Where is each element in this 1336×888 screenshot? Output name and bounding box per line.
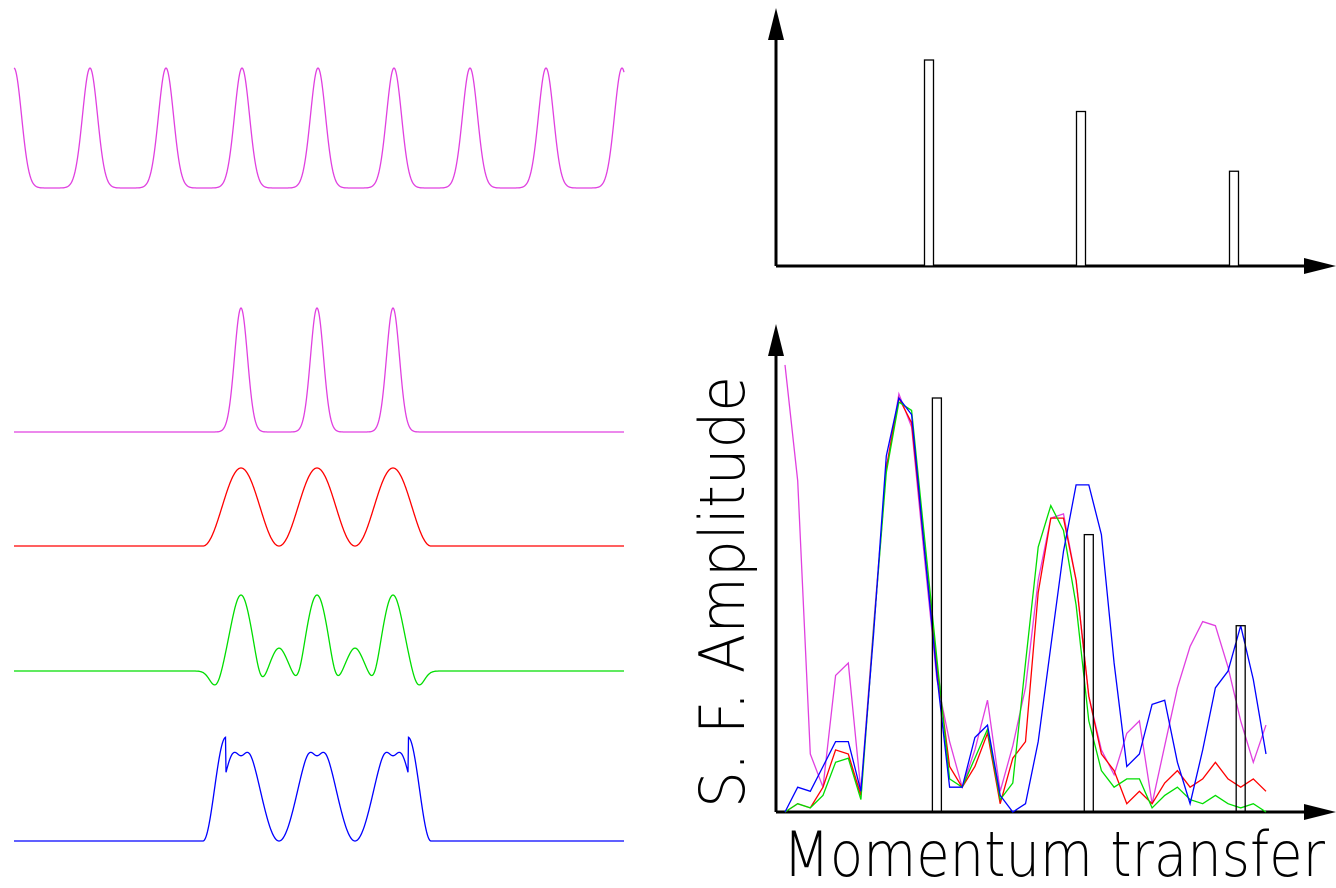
profile-three-broad-peaks [14,467,624,547]
profile-periodic-comb [13,67,625,189]
x-axis-title: Momentum transfer [783,818,1325,888]
top-bar-3 [1228,170,1240,267]
sf-bar-2 [1083,533,1094,813]
sf-bar-3 [1235,625,1246,813]
y-axis-title: S. F. Amplitude [686,376,759,808]
sf-bar-1 [931,397,943,813]
reflection-intensity-chart [768,8,1336,274]
profile-three-double-peaks [14,736,624,842]
top-y-axis-arrowhead [768,8,784,40]
profile-three-sharp-peaks [14,307,624,433]
density-profiles [13,67,625,842]
profile-three-peaks-with-side-lobes [14,594,624,686]
structure-factor-chart: Momentum transfer S. F. Amplitude [686,324,1336,888]
bottom-x-axis-arrowhead [1304,804,1336,820]
top-bar-2 [1075,110,1087,267]
bottom-y-axis-arrowhead [768,324,784,356]
sf-series-blue [784,396,1267,813]
top-bar-1 [923,59,935,267]
top-x-axis-arrowhead [1304,258,1336,274]
